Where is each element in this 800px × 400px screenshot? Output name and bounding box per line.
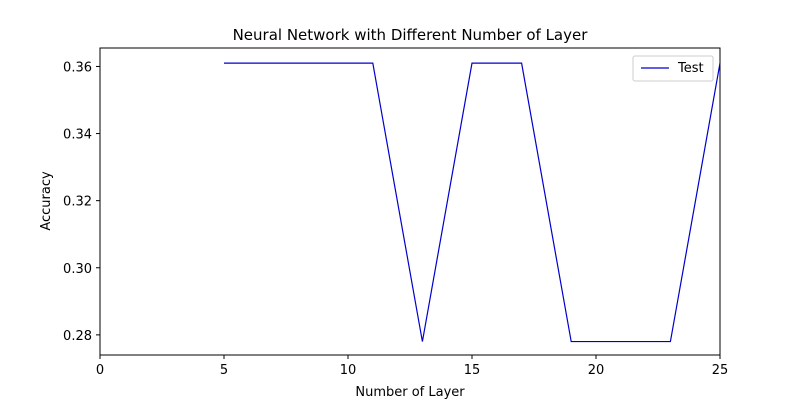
y-tick-label: 0.36 bbox=[63, 60, 92, 75]
y-tick-label: 0.30 bbox=[63, 262, 92, 277]
plot-area bbox=[99, 47, 721, 356]
x-tick-label: 15 bbox=[464, 363, 481, 378]
x-axis-label: Number of Layer bbox=[355, 385, 465, 400]
y-axis: 0.28 0.30 0.32 0.34 0.36 bbox=[63, 60, 100, 344]
legend: Test bbox=[632, 55, 714, 82]
series-layer bbox=[224, 62, 721, 343]
y-tick-label: 0.34 bbox=[63, 128, 92, 143]
x-tick-label: 10 bbox=[340, 363, 357, 378]
chart-title: Neural Network with Different Number of … bbox=[233, 26, 589, 44]
plot-frame bbox=[99, 47, 721, 356]
x-tick-label: 0 bbox=[96, 363, 104, 378]
legend-box bbox=[632, 55, 714, 82]
y-tick-label: 0.28 bbox=[63, 329, 92, 344]
legend-label: Test bbox=[677, 61, 704, 76]
series-line-test bbox=[224, 62, 721, 343]
x-tick-label: 25 bbox=[712, 363, 729, 378]
y-axis-label: Accuracy bbox=[39, 171, 54, 231]
x-tick-label: 5 bbox=[220, 363, 228, 378]
y-tick-label: 0.32 bbox=[63, 195, 92, 210]
x-axis: 0 5 10 15 20 25 bbox=[96, 355, 728, 378]
x-tick-label: 20 bbox=[588, 363, 605, 378]
